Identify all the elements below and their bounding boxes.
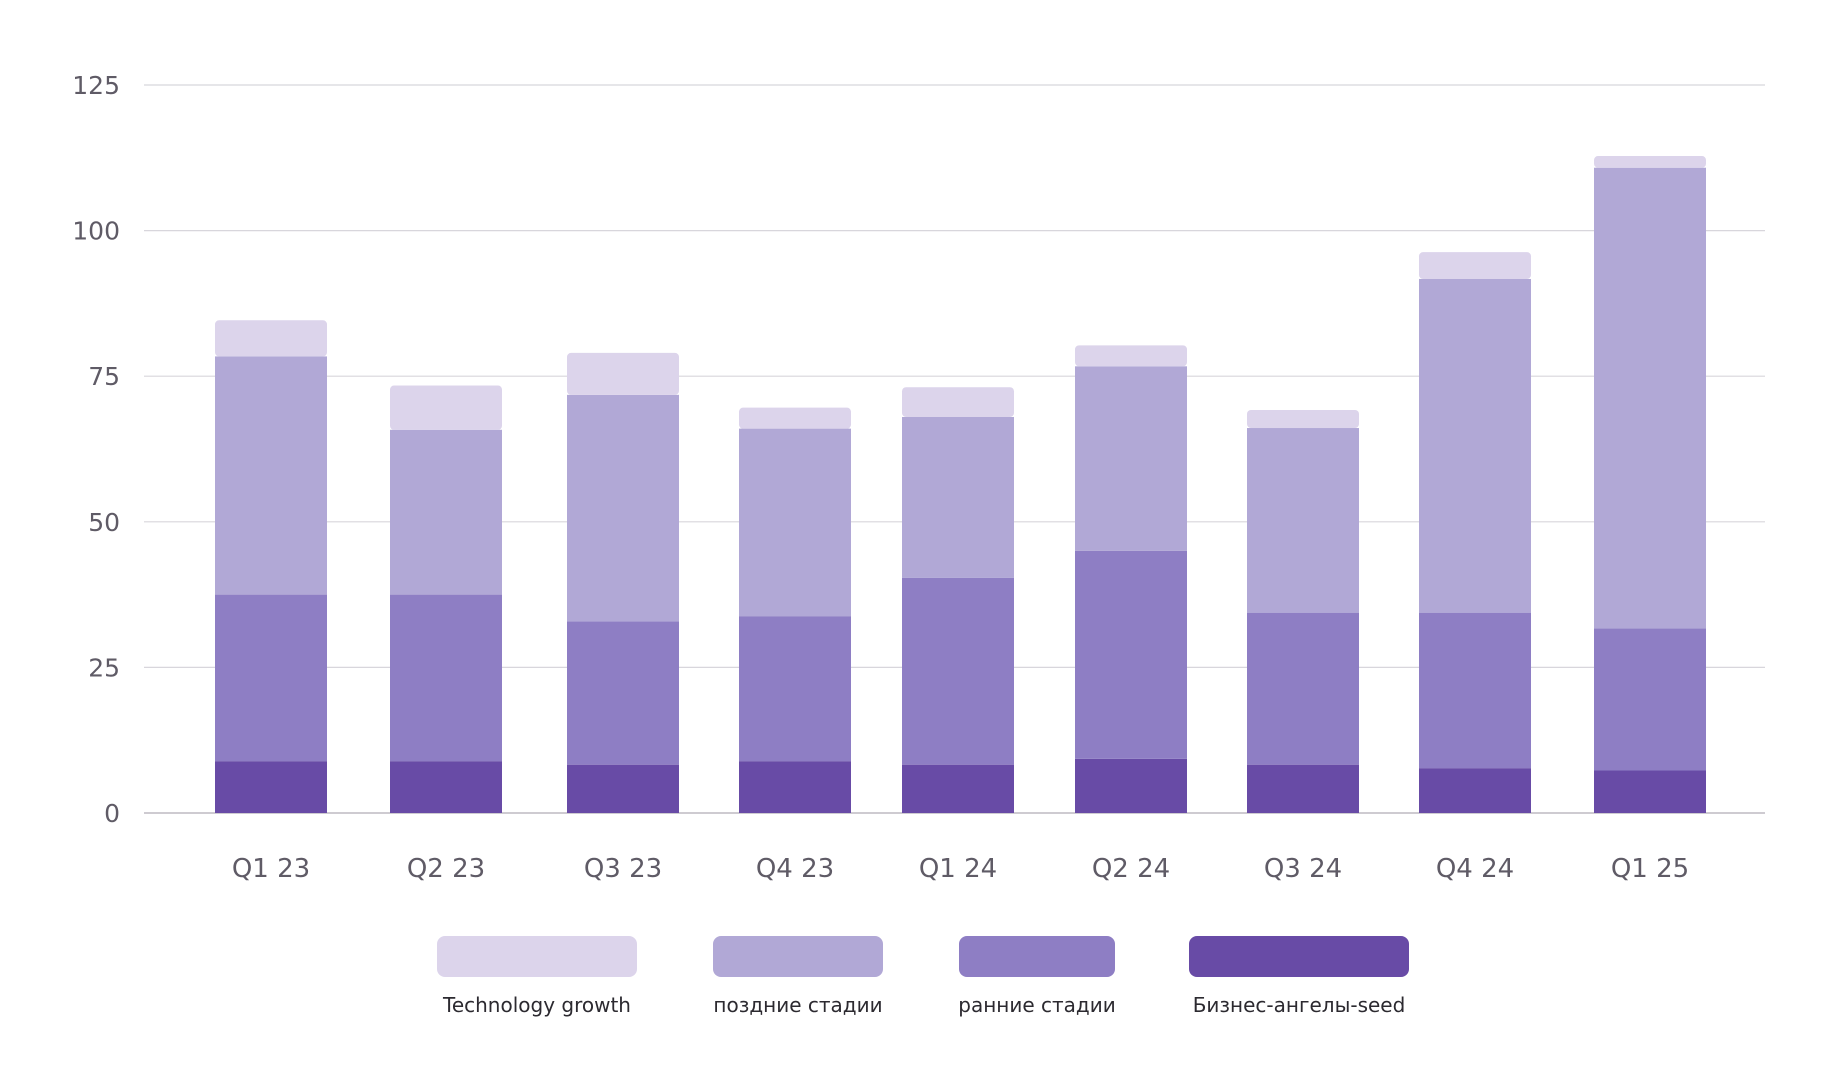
y-tick-label: 125 [72, 71, 120, 100]
x-tick-label: Q2 24 [1092, 854, 1170, 884]
x-tick-label: Q4 24 [1436, 854, 1514, 884]
bar-segment-бизнес-ангелы-seed [739, 761, 851, 813]
bar-segment-technology-growth [215, 320, 327, 357]
bar-segment-technology-growth [902, 387, 1014, 417]
y-tick-label: 100 [72, 217, 120, 246]
x-tick-label: Q2 23 [407, 854, 485, 884]
legend: Technology growth поздние стадии ранние ст… [437, 936, 1409, 1017]
bar-segment-бизнес-ангелы-seed [1247, 764, 1359, 813]
y-tick-label: 0 [104, 799, 120, 828]
y-tick-label: 25 [88, 653, 120, 682]
y-tick-label: 75 [88, 362, 120, 391]
bar-segment-ранние-стадии [1247, 612, 1359, 765]
bar-segment-поздние-стадии [1419, 278, 1531, 613]
bar-segment-technology-growth [1075, 345, 1187, 367]
y-axis-ticks: 0 25 50 75 100 125 [72, 71, 120, 828]
x-axis-ticks: Q1 23 Q2 23 Q3 23 Q4 23 Q1 24 Q2 24 Q3 24 Q4 24… [232, 854, 1689, 884]
x-tick-label: Q4 23 [756, 854, 834, 884]
bar-segment-бизнес-ангелы-seed [215, 761, 327, 813]
bar-segment-поздние-стадии [1594, 167, 1706, 629]
bar-segment-поздние-стадии [1247, 428, 1359, 613]
bars [215, 156, 1706, 813]
bar-segment-поздние-стадии [902, 416, 1014, 578]
bar-segment-бизнес-ангелы-seed [390, 761, 502, 813]
legend-label: Бизнес-ангелы-seed [1193, 993, 1406, 1017]
legend-swatch [437, 936, 637, 977]
bar-segment-бизнес-ангелы-seed [1594, 770, 1706, 813]
bar-segment-ранние-стадии [215, 594, 327, 762]
x-tick-label: Q1 23 [232, 854, 310, 884]
bar-segment-ранние-стадии [390, 594, 502, 762]
legend-swatch [959, 936, 1115, 977]
bar-segment-ранние-стадии [902, 577, 1014, 765]
bar-segment-бизнес-ангелы-seed [1419, 768, 1531, 813]
bar-segment-бизнес-ангелы-seed [902, 764, 1014, 813]
bar-segment-поздние-стадии [215, 356, 327, 595]
bar-segment-technology-growth [739, 407, 851, 429]
bar-segment-technology-growth [1247, 409, 1359, 429]
legend-label: Technology growth [442, 993, 631, 1017]
x-tick-label: Q1 24 [919, 854, 997, 884]
bar-segment-бизнес-ангелы-seed [1075, 758, 1187, 813]
bar-segment-поздние-стадии [567, 394, 679, 622]
bar-segment-поздние-стадии [390, 429, 502, 595]
legend-swatch [713, 936, 883, 977]
bar-segment-ранние-стадии [739, 616, 851, 762]
bar-segment-поздние-стадии [1075, 366, 1187, 551]
legend-swatch [1189, 936, 1409, 977]
bar-segment-ранние-стадии [1419, 612, 1531, 769]
bar-segment-ранние-стадии [1075, 550, 1187, 759]
x-tick-label: Q1 25 [1611, 854, 1689, 884]
x-tick-label: Q3 23 [584, 854, 662, 884]
bar-segment-technology-growth [1594, 156, 1706, 168]
y-tick-label: 50 [88, 508, 120, 537]
bar-segment-поздние-стадии [739, 428, 851, 617]
bar-segment-technology-growth [1419, 252, 1531, 279]
x-tick-label: Q3 24 [1264, 854, 1342, 884]
legend-label: поздние стадии [713, 993, 882, 1017]
bar-segment-бизнес-ангелы-seed [567, 764, 679, 813]
bar-segment-technology-growth [567, 352, 679, 395]
bar-segment-ранние-стадии [567, 621, 679, 765]
legend-label: ранние стадии [958, 993, 1116, 1017]
bar-segment-ранние-стадии [1594, 628, 1706, 771]
bar-segment-technology-growth [390, 385, 502, 430]
